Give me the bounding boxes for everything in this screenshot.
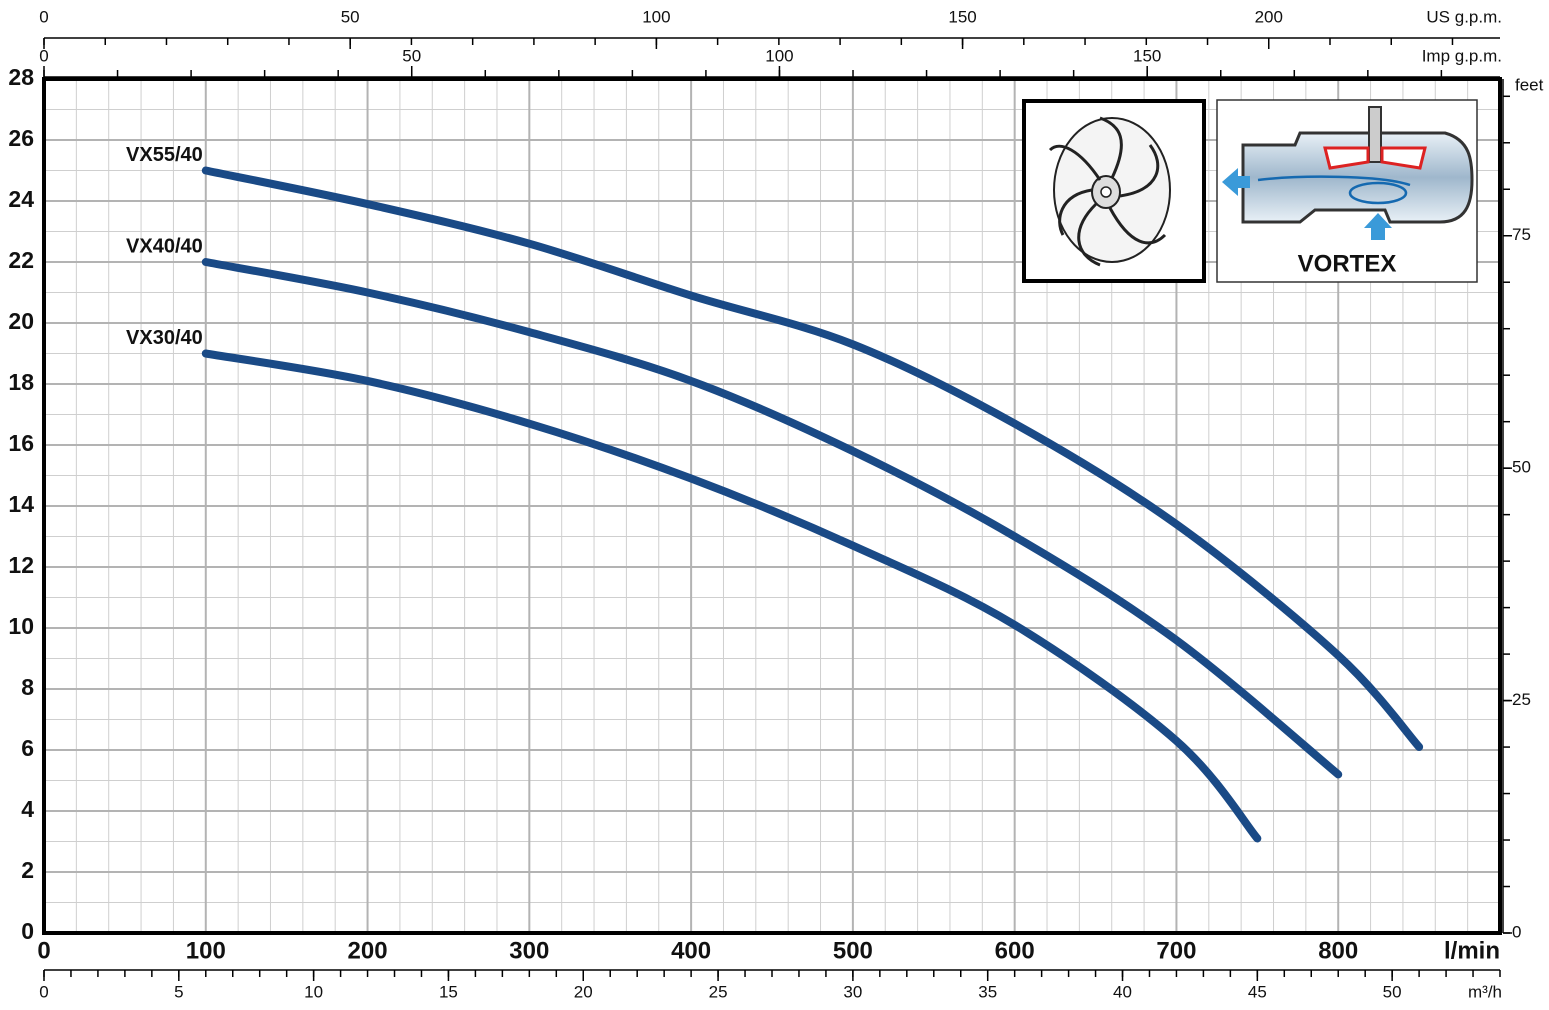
x-tick-label: 400 xyxy=(671,937,711,964)
y-tick-label: 10 xyxy=(8,613,34,639)
y2-tick-label: 75 xyxy=(1512,225,1531,244)
x-tick-label: 200 xyxy=(348,937,388,964)
y-tick-label: 14 xyxy=(8,491,34,517)
y-tick-label: 0 xyxy=(21,918,34,944)
y-tick-label: 8 xyxy=(21,674,34,700)
secondary-axis-label: Imp g.p.m. xyxy=(1422,46,1502,65)
y-tick-label: 18 xyxy=(8,369,34,395)
secondary-tick-label: 15 xyxy=(439,982,458,1001)
y-tick-label: 28 xyxy=(8,64,34,90)
y2-axis-label: feet xyxy=(1515,75,1544,94)
secondary-tick-label: 100 xyxy=(765,46,793,65)
secondary-axis-label: m³/h xyxy=(1468,982,1502,1001)
y2-tick-label: 25 xyxy=(1512,690,1531,709)
secondary-tick-label: 0 xyxy=(39,982,48,1001)
x-axis-label: l/min xyxy=(1444,937,1500,964)
secondary-tick-label: 50 xyxy=(341,7,360,26)
plot-border xyxy=(42,77,1502,935)
secondary-tick-label: 200 xyxy=(1255,7,1283,26)
x-tick-label: 600 xyxy=(995,937,1035,964)
y-tick-label: 6 xyxy=(21,735,34,761)
secondary-tick-label: 150 xyxy=(1133,46,1161,65)
impeller-inset xyxy=(1022,99,1206,283)
secondary-tick-label: 50 xyxy=(1383,982,1402,1001)
y-tick-label: 4 xyxy=(21,796,34,822)
y-tick-label: 2 xyxy=(21,857,34,883)
annotation: VORTEX xyxy=(1298,250,1397,277)
secondary-tick-label: 0 xyxy=(39,7,48,26)
y-tick-label: 26 xyxy=(8,125,34,151)
y2-tick-label: 0 xyxy=(1512,922,1521,941)
secondary-tick-label: 20 xyxy=(574,982,593,1001)
secondary-tick-label: 10 xyxy=(304,982,323,1001)
secondary-tick-label: 45 xyxy=(1248,982,1267,1001)
x-tick-label: 100 xyxy=(186,937,226,964)
y-tick-label: 16 xyxy=(8,430,34,456)
vortex-inset: VORTEX xyxy=(1216,99,1478,283)
x-tick-label: 300 xyxy=(509,937,549,964)
secondary-tick-label: 40 xyxy=(1113,982,1132,1001)
secondary-tick-label: 150 xyxy=(948,7,976,26)
series-label: VX30/40 xyxy=(126,327,203,349)
secondary-tick-label: 5 xyxy=(174,982,183,1001)
y-tick-label: 20 xyxy=(8,308,34,334)
secondary-tick-label: 100 xyxy=(642,7,670,26)
x-tick-label: 0 xyxy=(37,937,50,964)
series-label: VX55/40 xyxy=(126,144,203,166)
secondary-axis-label: US g.p.m. xyxy=(1426,7,1502,26)
secondary-tick-label: 0 xyxy=(39,46,48,65)
x-tick-label: 500 xyxy=(833,937,873,964)
secondary-tick-label: 30 xyxy=(843,982,862,1001)
y-tick-label: 24 xyxy=(8,186,34,212)
y2-tick-label: 50 xyxy=(1512,458,1531,477)
curve xyxy=(201,166,1424,751)
curve xyxy=(201,349,1262,843)
secondary-tick-label: 35 xyxy=(978,982,997,1001)
x-tick-label: 800 xyxy=(1318,937,1358,964)
secondary-tick-label: 50 xyxy=(402,46,421,65)
curve xyxy=(201,258,1343,779)
x-tick-label: 700 xyxy=(1156,937,1196,964)
y-tick-label: 12 xyxy=(8,552,34,578)
y-tick-label: 22 xyxy=(8,247,34,273)
series-label: VX40/40 xyxy=(126,235,203,257)
secondary-tick-label: 25 xyxy=(709,982,728,1001)
